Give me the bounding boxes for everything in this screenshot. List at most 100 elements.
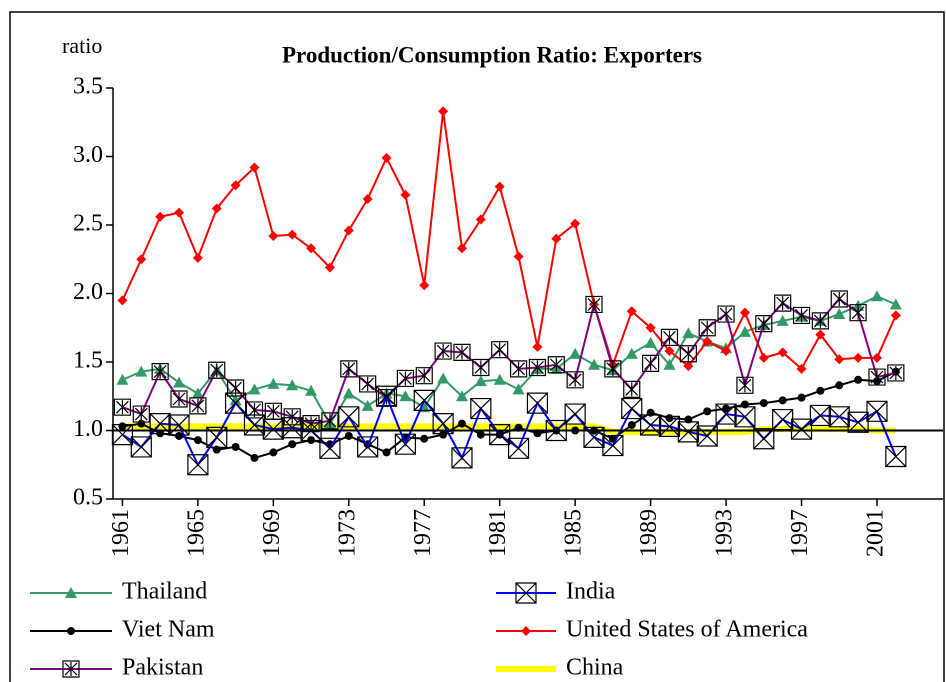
marker — [854, 375, 863, 384]
x-tick-label: 1985 — [561, 509, 587, 557]
marker — [394, 433, 416, 455]
legend-marker — [62, 660, 80, 678]
x-tick-label: 1989 — [636, 509, 662, 557]
legend-label: Viet Nam — [122, 617, 215, 643]
marker — [434, 342, 452, 360]
marker — [399, 390, 412, 402]
marker — [288, 440, 297, 449]
marker — [324, 262, 335, 273]
marker — [155, 211, 166, 222]
marker — [113, 398, 132, 416]
marker — [396, 369, 414, 388]
marker — [302, 415, 320, 433]
plot-area: 0.5 1.0 1.5 2.0 2.5 3.0 3.5 1961 1965 1969 1973 197… — [73, 74, 943, 557]
legend-item: Pakistan — [30, 655, 203, 681]
marker — [830, 290, 848, 308]
marker — [493, 373, 506, 385]
marker — [491, 341, 509, 359]
marker — [262, 418, 284, 440]
marker — [621, 397, 643, 420]
marker — [890, 310, 901, 321]
marker — [759, 399, 768, 408]
marker — [642, 354, 660, 372]
marker — [849, 304, 867, 322]
marker — [438, 106, 449, 117]
marker — [321, 412, 339, 430]
series — [113, 290, 905, 433]
marker — [777, 347, 788, 358]
chart-title: Production/Consumption Ratio: Exporters — [282, 42, 702, 67]
marker — [626, 306, 637, 317]
marker — [476, 430, 485, 439]
marker — [734, 406, 756, 428]
marker — [494, 181, 505, 192]
marker — [211, 203, 222, 214]
marker — [357, 436, 379, 458]
marker — [660, 328, 679, 346]
marker — [721, 346, 732, 357]
marker — [472, 358, 490, 377]
legend-item: United States of America — [496, 617, 808, 643]
series — [117, 106, 901, 374]
marker — [758, 352, 769, 363]
marker — [208, 361, 226, 379]
legend-label: Thailand — [122, 579, 207, 605]
marker — [437, 372, 450, 384]
marker — [250, 453, 259, 462]
x-tick-label: 1981 — [485, 509, 511, 557]
marker — [267, 377, 280, 389]
marker — [683, 361, 694, 372]
marker — [645, 322, 656, 333]
marker — [132, 405, 150, 423]
x-tick-label: 1993 — [712, 509, 738, 557]
marker — [852, 299, 865, 311]
marker — [853, 352, 864, 363]
marker — [625, 347, 638, 359]
marker — [319, 437, 341, 459]
x-tick-label: 1997 — [787, 509, 813, 557]
marker — [359, 375, 377, 393]
marker — [175, 431, 184, 440]
marker — [868, 368, 886, 386]
marker — [866, 400, 888, 422]
marker — [151, 362, 169, 381]
y-tick-label: 3.0 — [73, 142, 103, 168]
marker — [135, 365, 148, 377]
marker — [569, 347, 582, 359]
marker — [439, 430, 448, 439]
marker — [776, 314, 789, 326]
marker — [245, 401, 264, 419]
legend-label: Pakistan — [122, 655, 203, 681]
legend-marker — [65, 587, 77, 598]
marker — [189, 397, 207, 415]
marker — [475, 214, 486, 225]
legend-item: India — [496, 579, 616, 605]
marker — [305, 384, 318, 396]
marker — [677, 421, 699, 443]
x-tick-label: 1965 — [183, 509, 209, 557]
x-tick-label: 1969 — [259, 509, 285, 557]
marker — [717, 305, 735, 323]
marker — [455, 390, 468, 402]
marker — [509, 360, 528, 378]
marker — [507, 437, 530, 459]
y-tick-label: 2.5 — [73, 211, 103, 237]
marker — [588, 358, 601, 370]
marker — [738, 325, 751, 337]
marker — [816, 386, 825, 395]
marker — [375, 385, 398, 407]
legend-label: China — [566, 655, 624, 681]
marker — [111, 424, 134, 446]
marker — [811, 312, 829, 330]
marker — [663, 358, 676, 370]
marker — [174, 207, 185, 218]
marker — [474, 375, 487, 387]
marker — [225, 392, 247, 414]
marker — [755, 315, 773, 333]
marker — [585, 295, 603, 314]
legend-marker — [521, 626, 531, 636]
legend-marker — [67, 627, 75, 635]
chart-border — [9, 11, 945, 682]
marker — [698, 319, 716, 337]
